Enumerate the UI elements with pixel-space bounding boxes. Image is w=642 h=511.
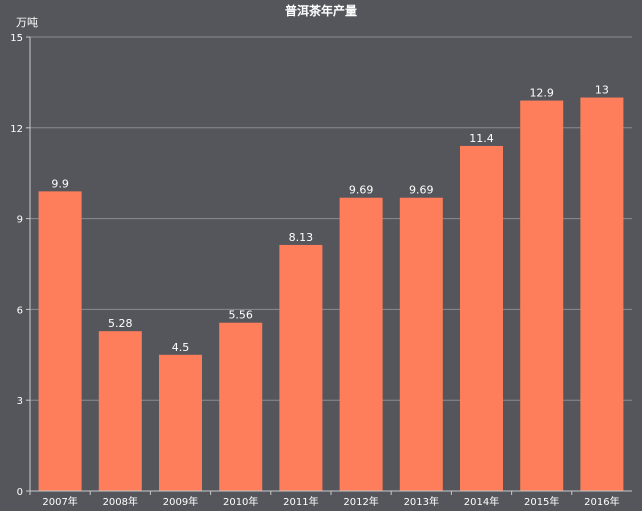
bar [580, 97, 624, 492]
bar [38, 191, 82, 492]
x-tick-label: 2008年 [103, 495, 138, 508]
x-tick-label: 2014年 [464, 495, 499, 508]
data-label: 9.9 [51, 177, 69, 190]
data-label: 8.13 [289, 231, 314, 244]
bar [520, 100, 564, 491]
y-axis-unit: 万吨 [16, 16, 38, 29]
y-tick-label: 12 [10, 124, 23, 135]
data-label: 5.28 [108, 317, 133, 330]
x-tick-label: 2011年 [283, 495, 318, 508]
bar [279, 244, 323, 491]
bar [339, 197, 383, 491]
bar [460, 145, 503, 491]
x-tick-label: 2009年 [163, 495, 198, 508]
x-tick-label: 2015年 [524, 495, 559, 508]
data-label: 12.9 [529, 87, 554, 100]
x-tick-label: 2016年 [584, 495, 619, 508]
data-label: 13 [595, 84, 609, 97]
bar [159, 354, 202, 491]
y-tick-label: 9 [17, 215, 23, 226]
x-tick-label: 2013年 [404, 495, 439, 508]
x-tick-label: 2007年 [42, 495, 77, 508]
bar [98, 331, 142, 491]
data-labels: 9.9 5.28 4.5 5.56 8.13 9.69 9.69 11.4 12.9 13 [51, 84, 609, 354]
bar [399, 197, 443, 491]
x-tick-label: 2012年 [343, 495, 378, 508]
y-tick-label: 6 [17, 305, 23, 316]
y-tick-label: 15 [10, 33, 23, 44]
y-tick-label: 3 [17, 396, 23, 407]
x-tick-label: 2010年 [223, 495, 258, 508]
bars [38, 97, 624, 492]
data-label: 5.56 [228, 309, 253, 322]
bar [219, 322, 263, 491]
data-label: 9.69 [349, 184, 374, 197]
data-label: 11.4 [469, 132, 494, 145]
data-label: 9.69 [409, 184, 434, 197]
axes: 0 3 6 9 12 15 2007年 2008年 2009年 2010年 2011年 2012年 20… [10, 33, 632, 508]
chart-title: 普洱茶年产量 [285, 3, 357, 18]
data-label: 4.5 [172, 341, 190, 354]
y-tick-label: 0 [17, 487, 23, 498]
